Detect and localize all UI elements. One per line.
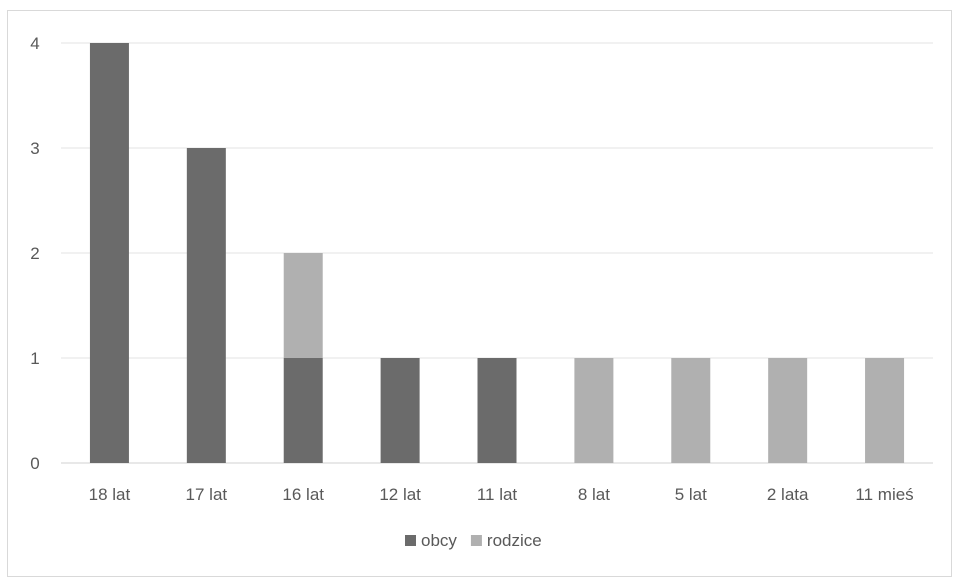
- bar-obcy-3: [380, 358, 420, 463]
- bar-rodzice-5: [574, 358, 614, 463]
- bars: [89, 43, 905, 463]
- bar-obcy-0: [89, 43, 129, 463]
- legend-item-obcy: obcy: [405, 531, 457, 550]
- x-tick-label: 5 lat: [675, 485, 707, 504]
- y-tick-label: 4: [30, 34, 39, 53]
- legend-label: obcy: [421, 531, 457, 550]
- y-tick-label: 3: [30, 139, 39, 158]
- chart-frame: [7, 10, 952, 577]
- x-tick-label: 8 lat: [578, 485, 610, 504]
- bar-obcy-4: [477, 358, 517, 463]
- y-tick-label: 2: [30, 244, 39, 263]
- bar-obcy-2: [283, 358, 323, 463]
- y-tick-label: 0: [30, 454, 39, 473]
- x-tick-label: 18 lat: [89, 485, 131, 504]
- bar-rodzice-2: [283, 253, 323, 358]
- legend-swatch: [470, 535, 482, 546]
- y-tick-label: 1: [30, 349, 39, 368]
- x-tick-label: 11 mieś: [855, 485, 913, 504]
- bar-rodzice-7: [768, 358, 808, 463]
- x-tick-label: 17 lat: [186, 485, 228, 504]
- x-tick-label: 16 lat: [282, 485, 324, 504]
- legend-label: rodzice: [487, 531, 542, 550]
- bar-obcy-1: [186, 148, 226, 463]
- bar-rodzice-8: [865, 358, 905, 463]
- x-axis-ticks: 18 lat 17 lat 16 lat 12 lat 11 lat 8 lat 5 lat…: [89, 485, 914, 504]
- legend-item-rodzice: rodzice: [470, 531, 542, 550]
- bar-rodzice-6: [671, 358, 711, 463]
- x-tick-label: 11 lat: [477, 485, 518, 504]
- x-tick-label: 12 lat: [379, 485, 421, 504]
- legend-swatch: [405, 535, 416, 546]
- x-tick-label: 2 lata: [767, 485, 809, 504]
- y-axis-ticks: 0 1 2 3 4: [30, 34, 39, 473]
- legend: obcy rodzice: [405, 531, 542, 550]
